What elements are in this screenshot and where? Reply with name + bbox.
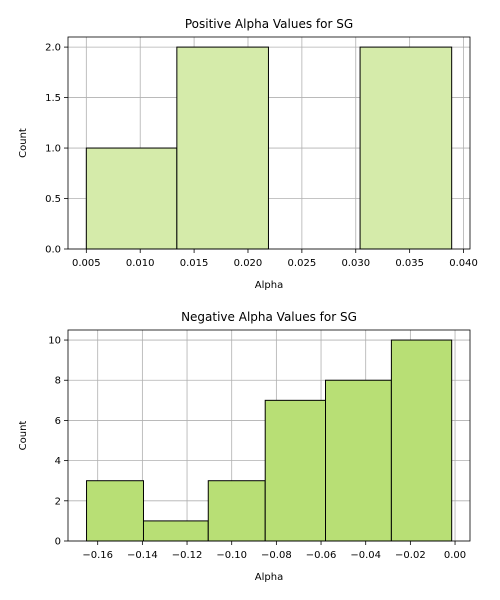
y-tick-label: 1.5	[45, 93, 61, 104]
y-tick-label: 0	[55, 537, 61, 548]
plot-frame	[67, 329, 471, 542]
y-tick-label: 0.0	[45, 245, 61, 256]
x-tick-label: 0.005	[72, 258, 101, 269]
x-tick-label: 0.010	[126, 258, 155, 269]
y-tick-label: 2.0	[45, 43, 61, 54]
x-tick-label: 0.020	[234, 258, 263, 269]
plot-frame	[67, 36, 471, 250]
negative-alpha-histogram: −0.16 −0.14 −0.12 −0.10 −0.08 −0.06 −0.04 −0.02…	[18, 310, 471, 583]
x-tick-label: −0.14	[127, 550, 158, 561]
y-tick-label: 2	[55, 496, 61, 507]
x-tick-label: −0.04	[350, 550, 381, 561]
x-tick-label: 0.030	[341, 258, 370, 269]
histogram-bar	[142, 520, 209, 542]
x-axis-label: Alpha	[255, 280, 283, 291]
x-tick-label: 0.025	[288, 258, 317, 269]
positive-alpha-histogram: 0.005 0.010 0.015 0.020 0.025 0.030 0.035 0.040…	[18, 17, 478, 291]
x-axis-label: Alpha	[255, 572, 283, 583]
y-tick-label: 10	[48, 336, 61, 347]
x-tick-label: −0.08	[261, 550, 292, 561]
x-tick-label: −0.12	[172, 550, 203, 561]
histogram-bar	[207, 480, 266, 542]
histogram-bar	[176, 46, 269, 250]
histogram-bar	[85, 147, 178, 250]
histogram-bar	[325, 379, 392, 542]
x-tick-label: 0.040	[449, 258, 478, 269]
x-tick-label: −0.10	[216, 550, 247, 561]
histogram-bar	[86, 480, 144, 542]
x-tick-label: −0.02	[395, 550, 426, 561]
x-tick-label: 0.015	[180, 258, 209, 269]
y-tick-label: 4	[55, 456, 61, 467]
y-tick-label: 0.5	[45, 194, 61, 205]
x-tick-label: 0.035	[395, 258, 424, 269]
x-tick-label: 0.00	[444, 550, 466, 561]
histogram-bar	[359, 46, 453, 250]
chart-title: Positive Alpha Values for SG	[185, 17, 353, 31]
y-tick-label: 1.0	[45, 144, 61, 155]
histogram-bar	[264, 399, 327, 542]
y-axis-label: Count	[18, 421, 29, 451]
y-tick-label: 8	[55, 376, 61, 387]
histogram-bar	[390, 339, 453, 542]
chart-title: Negative Alpha Values for SG	[181, 310, 357, 324]
y-tick-label: 6	[55, 416, 61, 427]
y-axis-label: Count	[18, 128, 29, 158]
x-tick-label: −0.06	[306, 550, 337, 561]
x-tick-label: −0.16	[82, 550, 113, 561]
